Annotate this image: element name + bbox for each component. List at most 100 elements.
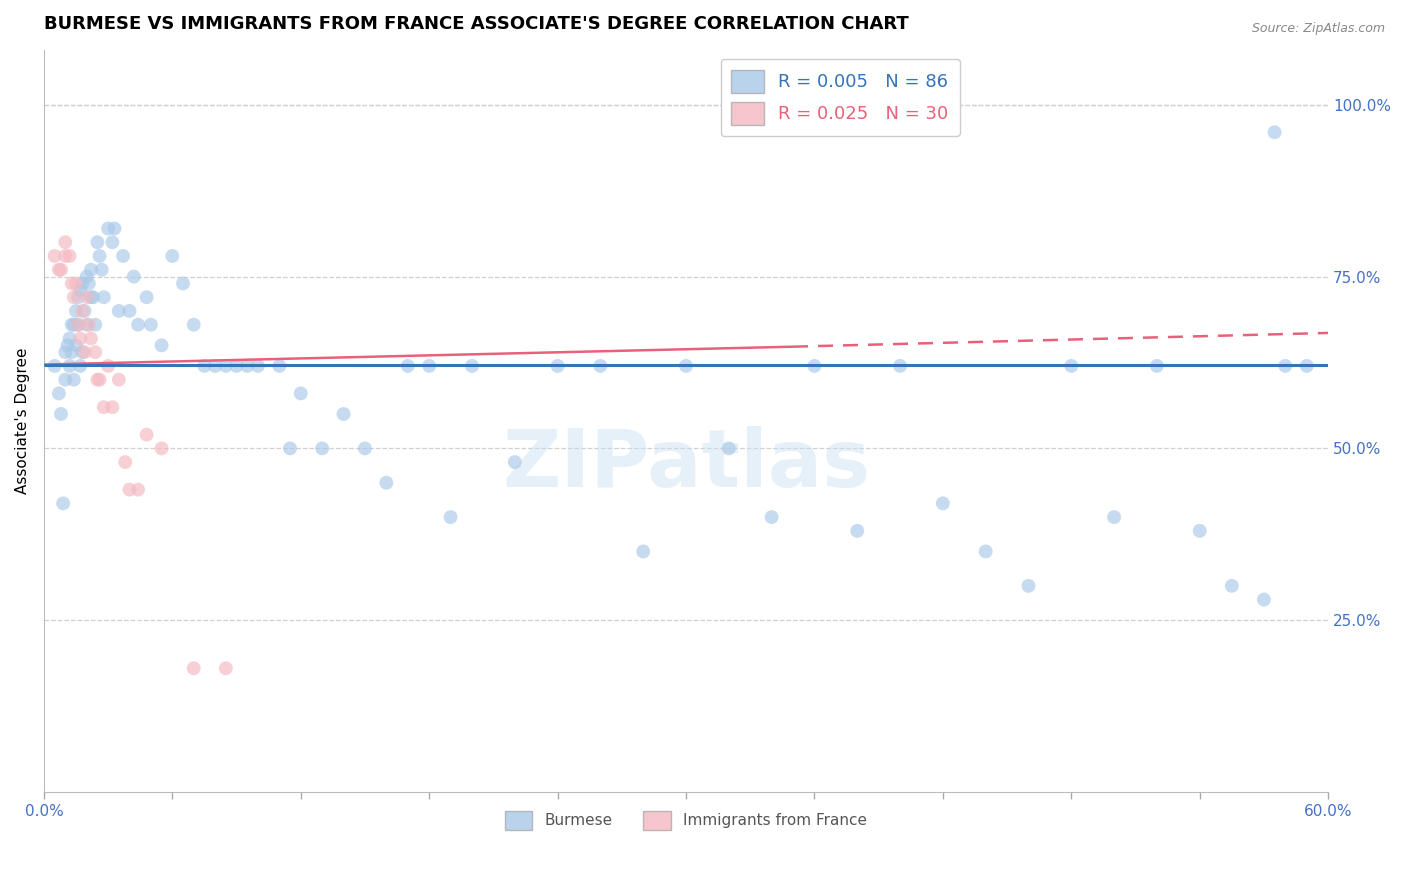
Point — [1220, 579, 1243, 593]
Point — [183, 318, 205, 332]
Point — [72, 345, 94, 359]
Point — [1060, 359, 1083, 373]
Point — [97, 221, 120, 235]
Point — [80, 331, 103, 345]
Point — [52, 496, 75, 510]
Point — [101, 400, 124, 414]
Point — [80, 290, 103, 304]
Point — [717, 442, 740, 456]
Point — [889, 359, 911, 373]
Y-axis label: Associate's Degree: Associate's Degree — [15, 348, 30, 494]
Point — [65, 277, 87, 291]
Point — [49, 262, 72, 277]
Point — [461, 359, 484, 373]
Point — [49, 407, 72, 421]
Point — [675, 359, 697, 373]
Point — [332, 407, 354, 421]
Point — [354, 442, 377, 456]
Point — [89, 249, 111, 263]
Point — [1017, 579, 1039, 593]
Point — [278, 442, 301, 456]
Point — [44, 249, 66, 263]
Point — [84, 318, 107, 332]
Point — [58, 331, 80, 345]
Point — [101, 235, 124, 250]
Point — [76, 318, 98, 332]
Point — [82, 290, 104, 304]
Point — [631, 544, 654, 558]
Point — [503, 455, 526, 469]
Point — [86, 235, 108, 250]
Point — [118, 483, 141, 497]
Point — [67, 290, 90, 304]
Point — [761, 510, 783, 524]
Point — [225, 359, 247, 373]
Text: ZIPatlas: ZIPatlas — [502, 426, 870, 504]
Point — [439, 510, 461, 524]
Point — [150, 338, 173, 352]
Point — [63, 318, 86, 332]
Point — [1253, 592, 1275, 607]
Point — [53, 373, 76, 387]
Point — [1274, 359, 1296, 373]
Point — [60, 345, 83, 359]
Point — [84, 345, 107, 359]
Point — [63, 373, 86, 387]
Point — [72, 304, 94, 318]
Point — [97, 359, 120, 373]
Point — [107, 373, 129, 387]
Point — [73, 345, 96, 359]
Point — [127, 318, 149, 332]
Point — [118, 304, 141, 318]
Point — [204, 359, 226, 373]
Point — [53, 249, 76, 263]
Point — [60, 318, 83, 332]
Point — [236, 359, 259, 373]
Point — [172, 277, 194, 291]
Point — [135, 290, 157, 304]
Point — [122, 269, 145, 284]
Text: BURMESE VS IMMIGRANTS FROM FRANCE ASSOCIATE'S DEGREE CORRELATION CHART: BURMESE VS IMMIGRANTS FROM FRANCE ASSOCI… — [44, 15, 908, 33]
Point — [375, 475, 398, 490]
Point — [193, 359, 215, 373]
Point — [67, 318, 90, 332]
Legend: Burmese, Immigrants from France: Burmese, Immigrants from France — [499, 805, 873, 837]
Point — [76, 290, 98, 304]
Point — [53, 345, 76, 359]
Point — [803, 359, 825, 373]
Text: Source: ZipAtlas.com: Source: ZipAtlas.com — [1251, 22, 1385, 36]
Point — [112, 249, 135, 263]
Point — [60, 277, 83, 291]
Point — [69, 331, 91, 345]
Point — [215, 661, 238, 675]
Point — [290, 386, 312, 401]
Point — [589, 359, 612, 373]
Point — [44, 359, 66, 373]
Point — [90, 262, 112, 277]
Point — [56, 338, 79, 352]
Point — [183, 661, 205, 675]
Point — [932, 496, 955, 510]
Point — [547, 359, 569, 373]
Point — [65, 338, 87, 352]
Point — [107, 304, 129, 318]
Point — [139, 318, 162, 332]
Point — [63, 290, 86, 304]
Point — [77, 318, 100, 332]
Point — [93, 290, 115, 304]
Point — [58, 359, 80, 373]
Point — [93, 400, 115, 414]
Point — [80, 262, 103, 277]
Point — [215, 359, 238, 373]
Point — [86, 373, 108, 387]
Point — [1146, 359, 1168, 373]
Point — [127, 483, 149, 497]
Point — [67, 318, 90, 332]
Point — [69, 359, 91, 373]
Point — [974, 544, 997, 558]
Point — [1264, 125, 1286, 139]
Point — [72, 277, 94, 291]
Point — [846, 524, 869, 538]
Point — [48, 262, 70, 277]
Point — [1295, 359, 1317, 373]
